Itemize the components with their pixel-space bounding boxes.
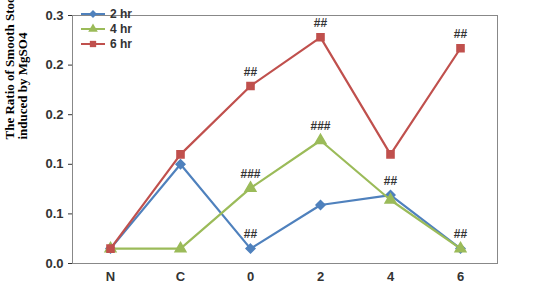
html-text:4 hr: 4 hr xyxy=(110,21,132,36)
svg-text:###: ### xyxy=(240,167,260,181)
svg-text:0.1: 0.1 xyxy=(45,206,63,221)
svg-text:##: ## xyxy=(384,174,398,188)
svg-text:##: ## xyxy=(244,65,258,79)
svg-text:N: N xyxy=(106,269,115,284)
svg-text:6: 6 xyxy=(457,269,464,284)
svg-text:0.2: 0.2 xyxy=(45,57,63,72)
svg-text:##: ## xyxy=(454,27,468,41)
svg-text:4: 4 xyxy=(387,269,395,284)
svg-text:0: 0 xyxy=(247,269,254,284)
svg-text:0.0: 0.0 xyxy=(45,256,63,271)
html-text:2 hr: 2 hr xyxy=(110,6,132,21)
svg-text:##: ## xyxy=(454,227,468,241)
svg-text:##: ## xyxy=(244,227,258,241)
svg-text:0.3: 0.3 xyxy=(45,8,63,23)
svg-text:C: C xyxy=(176,269,186,284)
svg-text:The Ratio of Smooth Stoolinduc: The Ratio of Smooth Stoolinduced by MgSO… xyxy=(2,0,30,140)
svg-text:0.1: 0.1 xyxy=(45,156,63,171)
html-text:6 hr: 6 hr xyxy=(110,36,132,51)
svg-text:###: ### xyxy=(310,119,330,133)
svg-text:0.2: 0.2 xyxy=(45,107,63,122)
svg-text:2: 2 xyxy=(317,269,324,284)
svg-text:##: ## xyxy=(314,16,328,30)
